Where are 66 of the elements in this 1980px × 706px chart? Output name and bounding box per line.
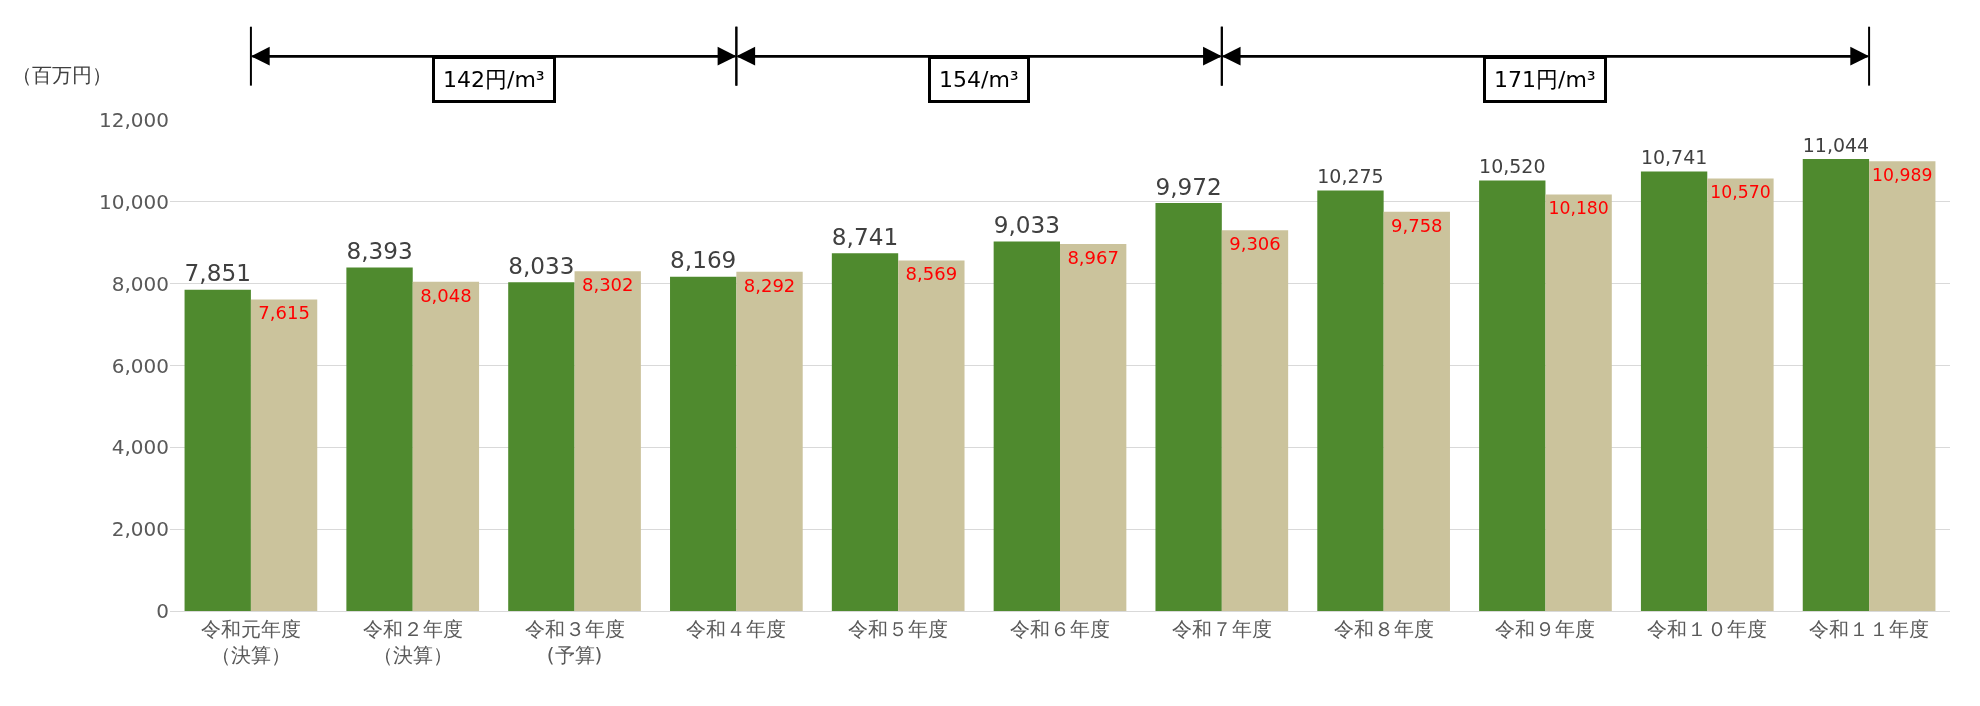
data-label: 9,972 — [1155, 172, 1222, 200]
bar — [1383, 211, 1450, 611]
data-label: 10,741 — [1640, 146, 1708, 169]
x-tick-label: 令和４年度 — [686, 617, 787, 641]
x-tick-label: 令和２年度（決算） — [362, 617, 463, 667]
bar — [1802, 159, 1870, 611]
data-label: 9,306 — [1229, 233, 1281, 255]
data-label: 7,615 — [258, 302, 310, 324]
bar — [1060, 244, 1127, 611]
text: 142円/m³ — [443, 67, 545, 92]
data-label: 8,393 — [346, 237, 413, 265]
bar — [184, 289, 251, 611]
bar — [898, 260, 965, 611]
bar — [1317, 190, 1384, 611]
data-label: 9,758 — [1391, 214, 1443, 236]
x-tick-label: 令和９年度 — [1495, 617, 1596, 641]
bar — [1221, 230, 1289, 611]
data-label: 8,292 — [743, 274, 796, 296]
bar — [508, 282, 575, 611]
y-tick-label: 8,000 — [111, 271, 169, 296]
x-tick-label: 令和８年度 — [1333, 617, 1434, 641]
x-tick-label: 令和５年度 — [848, 617, 949, 641]
data-label: 11,044 — [1802, 133, 1870, 156]
data-label: 8,967 — [1067, 247, 1119, 269]
y-tick-label: 2,000 — [111, 517, 169, 542]
data-label: 8,048 — [420, 284, 472, 306]
x-tick-label: 令和元年度（決算） — [200, 617, 301, 667]
text: 171円/m³ — [1494, 67, 1596, 92]
bar — [1479, 180, 1546, 611]
bar — [1707, 178, 1774, 611]
data-label: 8,302 — [581, 274, 634, 296]
bar — [574, 271, 641, 611]
bar — [412, 281, 480, 611]
bar — [1640, 171, 1708, 611]
data-label: 8,033 — [508, 251, 575, 279]
data-label: 8,741 — [831, 223, 899, 250]
data-label: 7,851 — [184, 259, 251, 287]
bar — [250, 299, 318, 611]
data-label: 10,275 — [1317, 165, 1384, 188]
bar — [346, 267, 413, 611]
bar — [670, 276, 737, 611]
y-tick-label: 0 — [156, 599, 169, 623]
data-label: 9,033 — [993, 211, 1060, 239]
y-tick-label: 4,000 — [111, 435, 169, 460]
text: 154/m³ — [939, 67, 1019, 92]
x-tick-label: 令和１１年度 — [1809, 617, 1930, 641]
bar — [1869, 161, 1936, 611]
x-tick-label: 令和３年度(予算) — [524, 617, 625, 667]
y-axis-title: （百万円） — [12, 63, 112, 87]
x-tick-label: 令和７年度 — [1171, 617, 1272, 641]
data-label: 10,180 — [1548, 197, 1609, 218]
bar — [736, 271, 803, 611]
data-label: 8,169 — [670, 246, 737, 274]
x-tick-label: 令和６年度 — [1010, 617, 1110, 641]
bar — [993, 241, 1060, 611]
x-tick-label: 令和１０年度 — [1647, 617, 1768, 641]
data-label: 10,570 — [1710, 181, 1771, 202]
data-label: 10,989 — [1872, 164, 1933, 185]
y-tick-label: 10,000 — [99, 189, 169, 214]
y-tick-label: 6,000 — [111, 353, 169, 378]
bar — [1155, 202, 1222, 611]
data-label: 8,569 — [905, 263, 958, 285]
data-label: 10,520 — [1479, 155, 1546, 178]
bar — [831, 253, 899, 611]
y-tick-label: 12,000 — [99, 108, 169, 132]
bar — [1545, 194, 1612, 611]
